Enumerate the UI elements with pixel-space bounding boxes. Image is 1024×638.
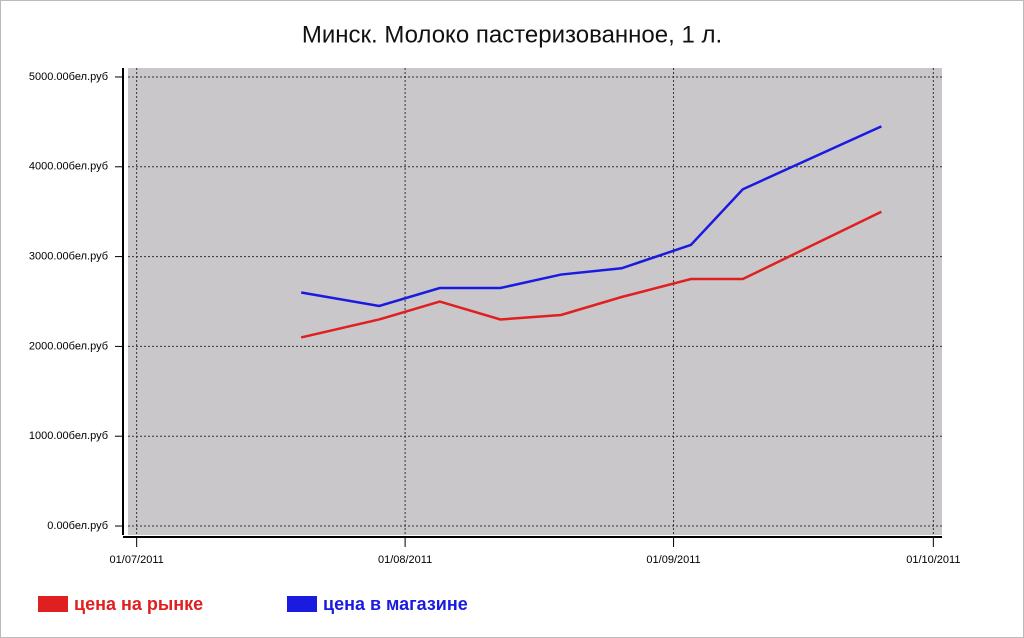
x-tick-label: 01/07/2011 <box>110 554 164 566</box>
line-series <box>300 210 882 339</box>
y-tick-label: 2000.00бел.руб <box>29 340 108 352</box>
y-tick-label: 5000.00бел.руб <box>29 71 108 83</box>
y-tick-label: 4000.00бел.руб <box>29 161 108 173</box>
plot-area <box>128 68 942 535</box>
x-tick-label: 01/10/2011 <box>906 554 960 566</box>
y-tick-label: 1000.00бел.руб <box>29 430 108 442</box>
y-tick-label: 0.00бел.руб <box>47 520 108 532</box>
legend-swatch <box>287 596 317 612</box>
x-tick-label: 01/09/2011 <box>646 554 700 566</box>
legend-label: цена на рынке <box>74 594 203 614</box>
legend-swatch <box>38 596 68 612</box>
y-tick-label: 3000.00бел.руб <box>29 251 108 263</box>
line-series <box>300 125 882 308</box>
x-tick-label: 01/08/2011 <box>378 554 432 566</box>
legend-label: цена в магазине <box>323 594 468 614</box>
chart-title: Минск. Молоко пастеризованное, 1 л. <box>302 21 722 48</box>
